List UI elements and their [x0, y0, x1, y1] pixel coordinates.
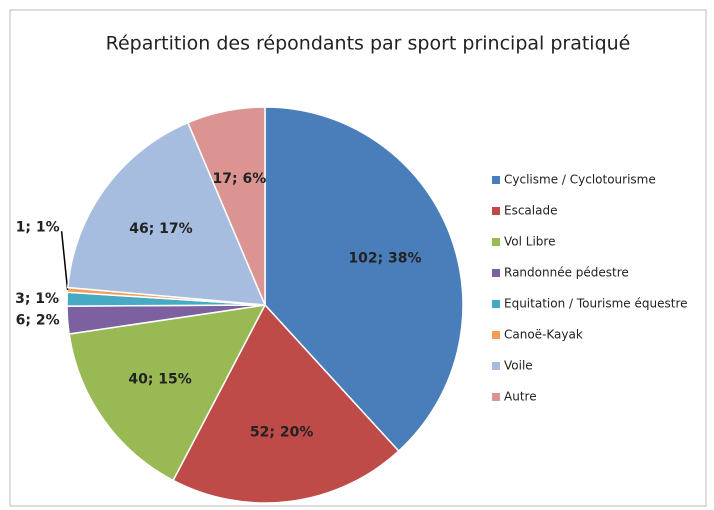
pie-slice [66, 121, 267, 306]
legend-label: Canoë-Kayak [504, 328, 583, 342]
leader-line [60, 231, 69, 290]
pie-slice [68, 304, 267, 482]
data-label: 102; 38% [348, 250, 421, 266]
data-label: 3; 1% [15, 291, 59, 307]
legend-swatch [492, 269, 500, 277]
legend-label: Autre [504, 390, 537, 404]
chart-title: Répartition des répondants par sport pri… [106, 33, 631, 55]
legend-swatch [492, 393, 500, 401]
legend-label: Voile [504, 359, 533, 373]
data-label: 17; 6% [213, 171, 267, 187]
legend-label: Vol Libre [504, 235, 555, 249]
data-label: 40; 15% [128, 372, 191, 388]
legend-label: Cyclisme / Cyclotourisme [504, 173, 656, 187]
data-label: 6; 2% [16, 313, 60, 329]
legend-swatch [492, 331, 500, 339]
pie-slice [264, 106, 464, 453]
legend-swatch [492, 207, 500, 215]
legend-label: Equitation / Tourisme équestre [504, 297, 688, 311]
legend-swatch [492, 300, 500, 308]
data-label: 52; 20% [250, 425, 313, 441]
legend-label: Escalade [504, 204, 557, 218]
pie-slice [172, 303, 400, 504]
legend-label: Randonnée pédestre [504, 266, 629, 280]
pie-slice [186, 106, 266, 306]
legend-swatch [492, 238, 500, 246]
legend-swatch [492, 176, 500, 184]
data-label: 46; 17% [129, 221, 192, 237]
data-label: 1; 1% [16, 219, 60, 235]
legend-swatch [492, 362, 500, 370]
